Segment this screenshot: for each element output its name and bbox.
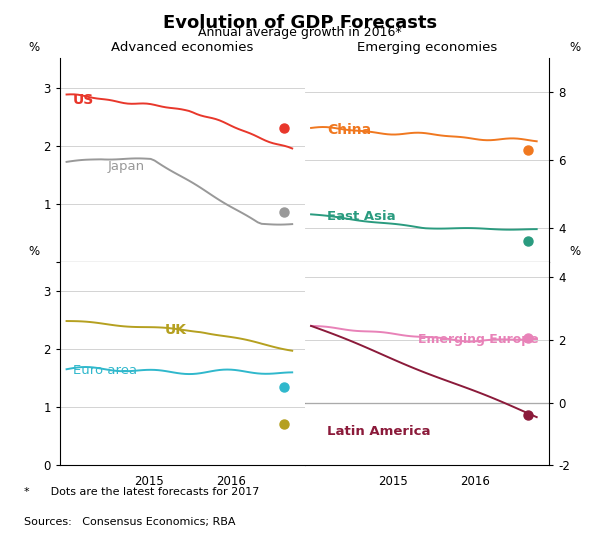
Text: Evolution of GDP Forecasts: Evolution of GDP Forecasts	[163, 14, 437, 32]
Text: Annual average growth in 2016*: Annual average growth in 2016*	[198, 26, 402, 39]
Text: Latin America: Latin America	[328, 426, 431, 438]
Text: Advanced economies: Advanced economies	[111, 41, 253, 55]
Text: %: %	[28, 245, 40, 258]
Text: Emerging Europe: Emerging Europe	[418, 333, 538, 346]
Text: China: China	[328, 123, 371, 136]
Text: %: %	[28, 41, 40, 55]
Text: US: US	[73, 93, 94, 107]
Text: UK: UK	[165, 323, 187, 337]
Text: %: %	[569, 245, 581, 258]
Text: East Asia: East Asia	[328, 211, 396, 223]
Text: Emerging economies: Emerging economies	[356, 41, 497, 55]
Text: %: %	[569, 41, 581, 55]
Text: Euro area: Euro area	[73, 364, 137, 378]
Text: Sources:   Consensus Economics; RBA: Sources: Consensus Economics; RBA	[24, 517, 235, 527]
Text: Japan: Japan	[107, 160, 145, 173]
Text: *      Dots are the latest forecasts for 2017: * Dots are the latest forecasts for 2017	[24, 487, 259, 497]
